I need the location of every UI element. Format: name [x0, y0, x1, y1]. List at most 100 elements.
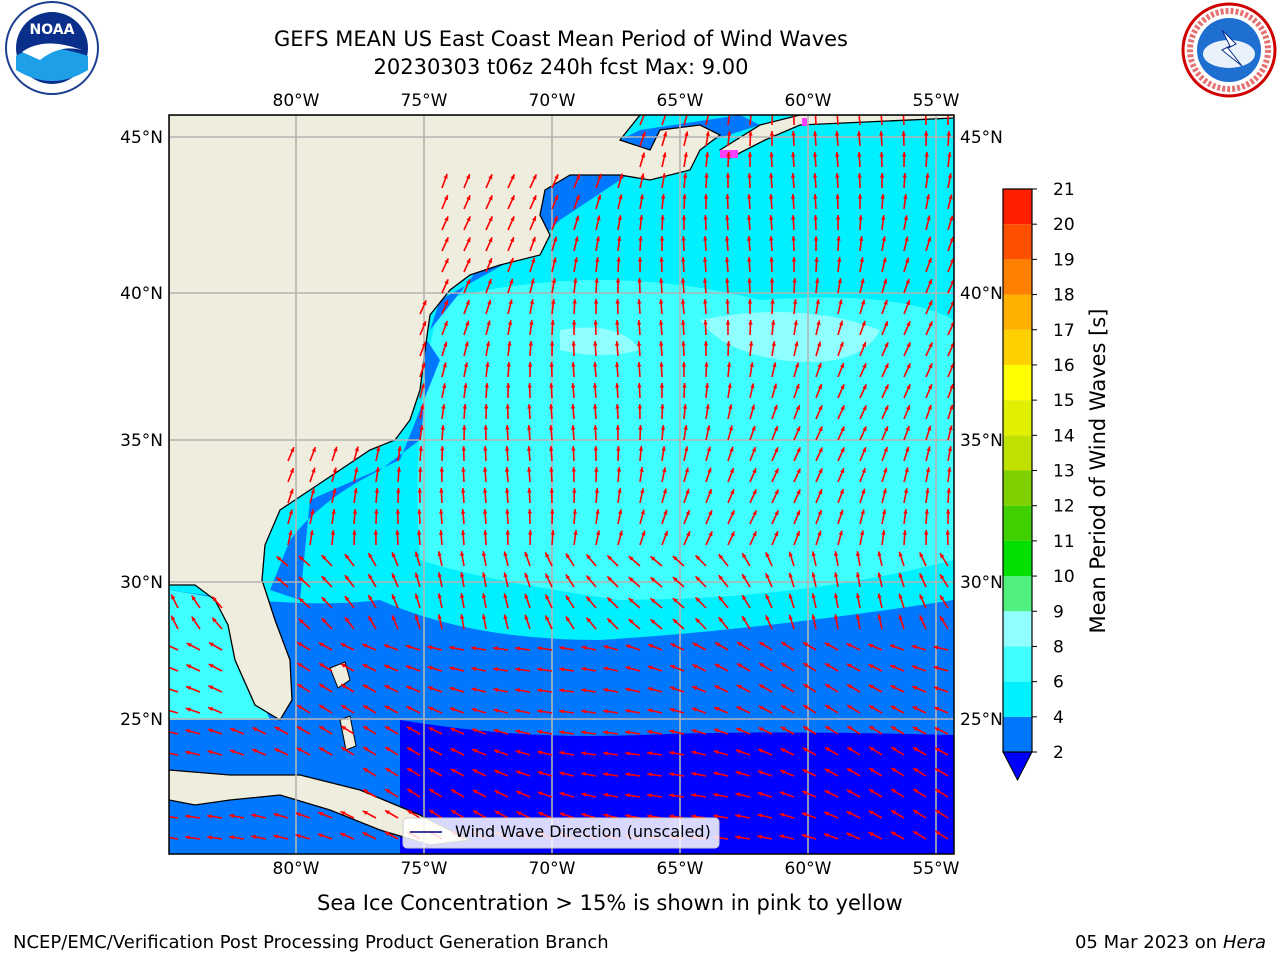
colorbar-tick: 8 — [1053, 637, 1064, 657]
wave-direction-arrow — [321, 596, 333, 609]
wave-direction-arrow — [802, 725, 817, 735]
colorbar-segment — [1003, 400, 1032, 436]
wave-direction-arrow — [504, 466, 510, 483]
wave-direction-arrow — [537, 709, 553, 714]
wave-direction-arrow — [450, 788, 465, 798]
wave-direction-arrow — [318, 746, 333, 756]
wave-period-zone-8b — [560, 327, 640, 355]
wave-direction-arrow — [889, 644, 905, 651]
colorbar-segment — [1003, 329, 1032, 365]
wave-direction-arrow — [595, 173, 602, 189]
wave-direction-arrow — [898, 593, 905, 609]
wave-direction-arrow — [405, 685, 421, 693]
wave-direction-arrow — [515, 790, 531, 798]
wave-direction-arrow — [911, 665, 927, 672]
wave-direction-arrow — [735, 727, 751, 735]
wave-direction-arrow — [528, 529, 533, 546]
wave-direction-arrow — [788, 572, 795, 588]
wave-direction-arrow — [406, 726, 421, 735]
wave-direction-arrow — [406, 767, 421, 777]
wave-direction-arrow — [788, 593, 795, 609]
wave-direction-arrow — [503, 551, 509, 567]
wave-direction-arrow — [792, 277, 797, 294]
wave-direction-arrow — [859, 530, 865, 546]
wave-direction-arrow — [595, 215, 601, 231]
wave-direction-arrow — [747, 256, 752, 273]
wave-direction-arrow — [384, 767, 399, 777]
wave-direction-arrow — [493, 708, 509, 714]
wave-direction-arrow — [460, 572, 465, 588]
wave-direction-arrow — [439, 487, 444, 504]
wave-direction-arrow — [877, 593, 883, 609]
wave-direction-arrow — [793, 489, 801, 504]
wave-direction-arrow — [705, 131, 710, 147]
wave-direction-arrow — [318, 662, 333, 672]
wave-direction-arrow — [788, 614, 795, 630]
wave-direction-arrow — [551, 173, 559, 189]
wave-direction-arrow — [718, 553, 729, 567]
wave-direction-arrow — [802, 662, 817, 672]
wave-direction-arrow — [208, 684, 223, 693]
wave-direction-arrow — [441, 320, 449, 336]
wave-direction-arrow — [207, 706, 223, 714]
wave-direction-arrow — [639, 488, 645, 504]
wave-direction-arrow — [485, 320, 491, 336]
lat-tick-left: 25°N — [120, 710, 163, 730]
wave-direction-arrow — [947, 467, 952, 483]
wave-direction-arrow — [890, 684, 905, 693]
wave-direction-arrow — [559, 730, 575, 735]
wave-direction-arrow — [815, 468, 823, 483]
wave-direction-arrow — [505, 403, 510, 420]
wave-direction-arrow — [823, 811, 839, 819]
wave-direction-arrow — [460, 614, 465, 630]
wave-direction-arrow — [585, 595, 597, 609]
wave-direction-arrow — [482, 508, 488, 525]
wave-direction-arrow — [585, 574, 597, 588]
wave-direction-arrow — [694, 617, 707, 630]
wave-direction-arrow — [857, 172, 862, 189]
wave-direction-arrow — [934, 809, 949, 819]
wave-direction-arrow — [593, 403, 598, 420]
wave-direction-arrow — [331, 488, 337, 504]
wave-direction-arrow — [947, 115, 949, 126]
wave-direction-arrow — [229, 813, 245, 819]
wave-direction-arrow — [505, 508, 510, 525]
wave-direction-arrow — [384, 705, 399, 714]
wave-direction-arrow — [947, 173, 953, 189]
wave-direction-arrow — [660, 214, 665, 231]
wave-direction-arrow — [639, 215, 644, 231]
wave-direction-arrow — [287, 467, 295, 483]
wave-direction-arrow — [439, 508, 444, 525]
wave-direction-arrow — [537, 771, 553, 777]
wave-direction-arrow — [881, 509, 887, 525]
wave-direction-arrow — [881, 488, 887, 504]
wave-direction-arrow — [418, 445, 424, 462]
wave-direction-arrow — [933, 645, 949, 651]
wave-direction-arrow — [846, 746, 861, 756]
wave-direction-arrow — [947, 341, 954, 357]
wave-direction-arrow — [396, 487, 401, 504]
wave-direction-arrow — [339, 832, 355, 840]
wave-direction-arrow — [515, 749, 531, 756]
wave-direction-arrow — [559, 709, 575, 714]
wave-direction-arrow — [639, 152, 646, 168]
wave-direction-arrow — [837, 362, 845, 378]
wave-direction-arrow — [615, 298, 620, 315]
wave-direction-arrow — [169, 815, 179, 819]
wave-direction-arrow — [727, 115, 731, 126]
wave-direction-arrow — [836, 115, 839, 126]
wave-direction-arrow — [939, 615, 949, 630]
wave-direction-arrow — [877, 551, 883, 567]
wave-direction-arrow — [639, 509, 645, 525]
wave-direction-arrow — [705, 509, 713, 525]
wave-direction-arrow — [813, 214, 818, 231]
wave-direction-arrow — [727, 488, 735, 504]
wave-direction-arrow — [493, 749, 509, 756]
wave-direction-arrow — [682, 382, 687, 399]
lon-tick-top: 75°W — [401, 91, 448, 111]
wave-direction-arrow — [485, 362, 490, 378]
wave-direction-arrow — [637, 361, 642, 378]
wave-direction-arrow — [705, 446, 711, 462]
wave-direction-arrow — [506, 361, 511, 378]
wave-direction-arrow — [296, 641, 311, 651]
